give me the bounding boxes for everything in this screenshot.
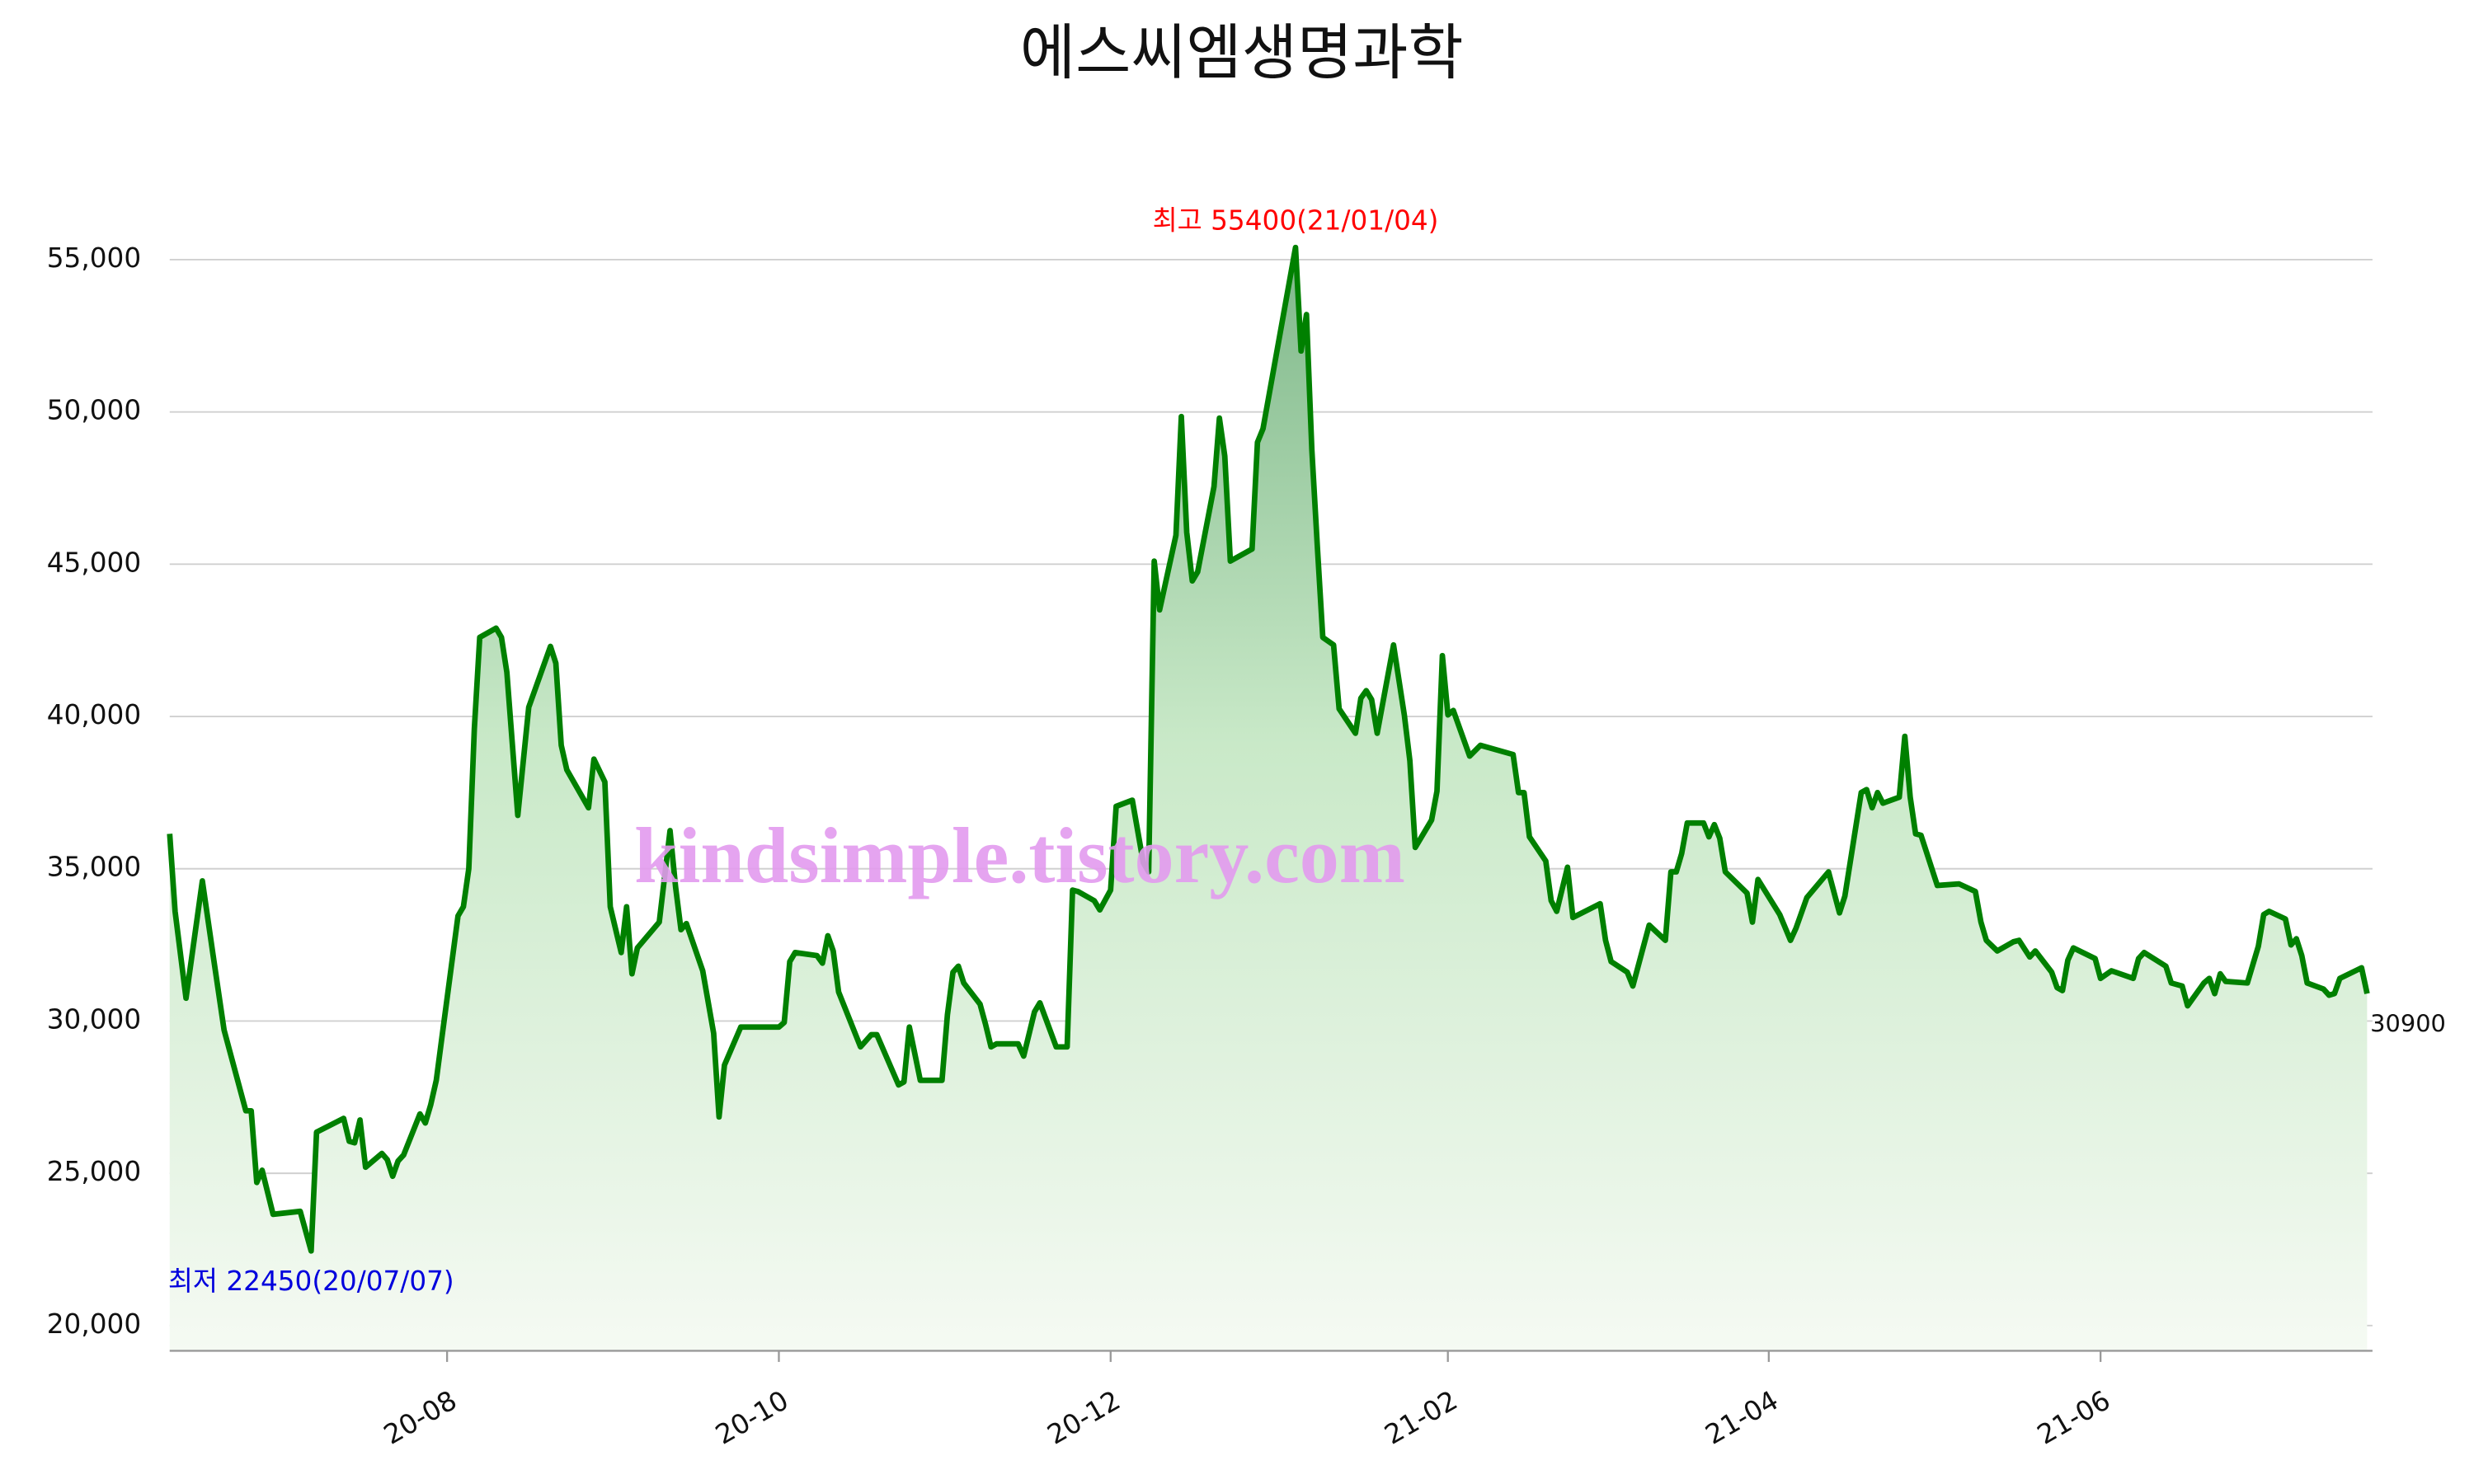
y-tick-label: 20,000: [47, 1308, 141, 1340]
min-annotation: 최저 22450(20/07/07): [168, 1266, 454, 1297]
end-value-label: 30900: [2370, 1010, 2446, 1038]
y-tick-label: 25,000: [47, 1156, 141, 1187]
area-fill: [169, 247, 2368, 1351]
max-annotation: 최고 55400(21/01/04): [1153, 204, 1439, 236]
x-tick-label: 21-06: [2032, 1384, 2115, 1450]
y-tick-label: 55,000: [47, 242, 141, 274]
x-tick-label: 20-10: [710, 1384, 793, 1450]
x-tick-label: 21-04: [1700, 1384, 1784, 1450]
chart-title: 에스씨엠생명과학: [1020, 18, 1464, 88]
y-tick-label: 40,000: [47, 699, 141, 730]
y-tick-label: 45,000: [47, 547, 141, 578]
watermark: kindsimple.tistory.com: [634, 811, 1405, 899]
price-line: [167, 244, 2370, 1254]
x-tick-label: 21-02: [1380, 1384, 1463, 1450]
y-tick-label: 30,000: [47, 1003, 141, 1035]
y-tick-label: 50,000: [47, 395, 141, 426]
y-tick-label: 35,000: [47, 852, 141, 883]
x-tick-label: 20-12: [1042, 1384, 1126, 1450]
x-tick-label: 20-08: [379, 1384, 462, 1450]
